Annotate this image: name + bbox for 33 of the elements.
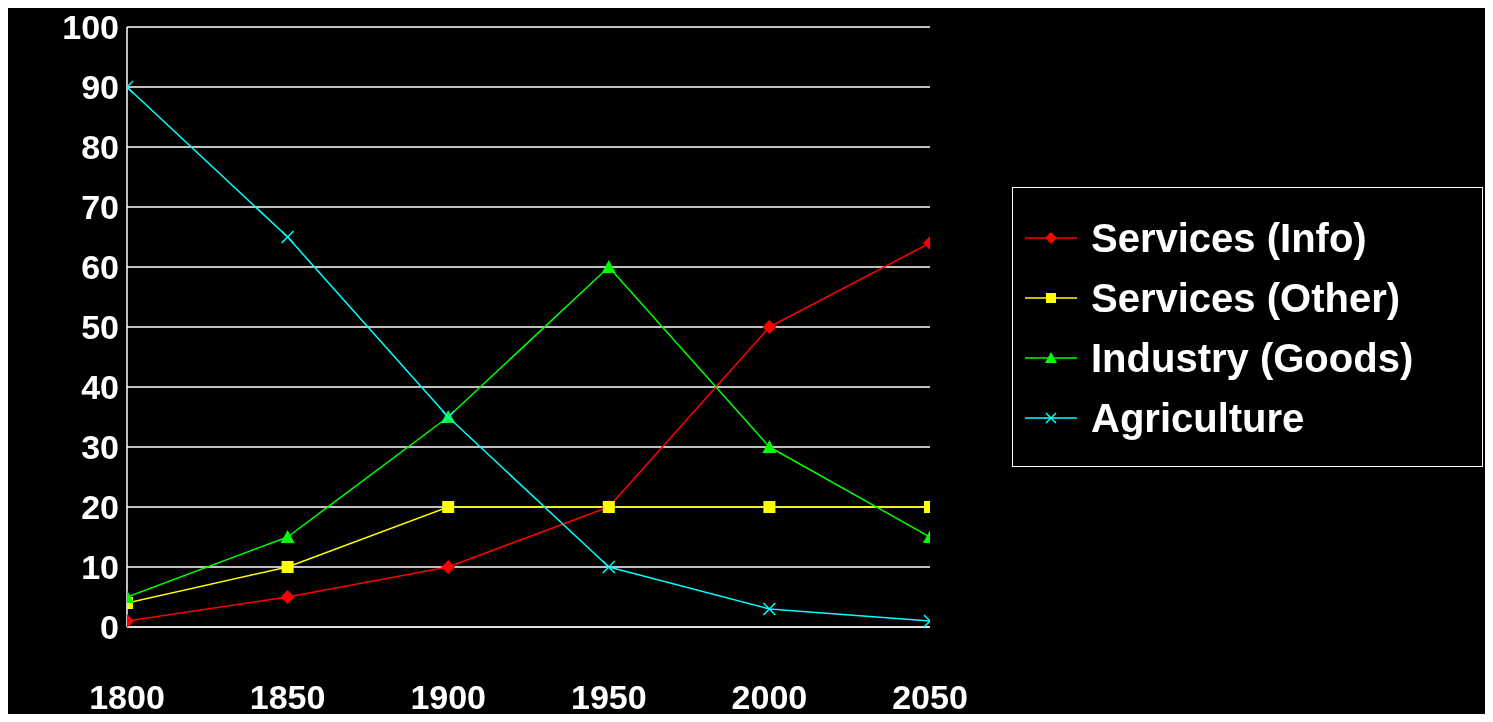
- y-tick-label: 30: [81, 428, 119, 467]
- point: [762, 320, 777, 334]
- point: [763, 501, 776, 513]
- y-tick-label: 50: [81, 308, 119, 347]
- x-tick-label: 2050: [892, 678, 968, 717]
- legend-label: Services (Info): [1091, 215, 1367, 261]
- y-tick-label: 100: [62, 8, 119, 47]
- y-tick-label: 0: [100, 608, 119, 647]
- point: [281, 561, 294, 573]
- point: [280, 530, 295, 543]
- legend-label: Agriculture: [1091, 395, 1305, 441]
- legend-label: Industry (Goods): [1091, 335, 1414, 381]
- x-tick-label: 1800: [89, 678, 165, 717]
- y-tick-label: 90: [81, 68, 119, 107]
- x-tick-label: 1900: [410, 678, 487, 717]
- point: [280, 590, 295, 604]
- x-tick-label: 1850: [249, 678, 326, 717]
- y-tick-label: 10: [81, 548, 119, 587]
- point: [280, 230, 295, 244]
- point: [762, 602, 777, 616]
- y-tick-label: 60: [81, 248, 119, 287]
- y-tick-label: 70: [81, 188, 119, 227]
- point: [601, 260, 616, 273]
- y-tick-label: 20: [81, 488, 119, 527]
- point: [442, 501, 455, 513]
- point: [441, 560, 456, 574]
- y-tick-label: 80: [81, 128, 119, 167]
- x-tick-label: 1950: [570, 678, 647, 717]
- x-tick-label: 2000: [731, 678, 808, 717]
- legend-label: Services (Other): [1091, 275, 1401, 321]
- y-tick-label: 40: [81, 368, 119, 407]
- point: [602, 560, 616, 574]
- point: [762, 440, 777, 453]
